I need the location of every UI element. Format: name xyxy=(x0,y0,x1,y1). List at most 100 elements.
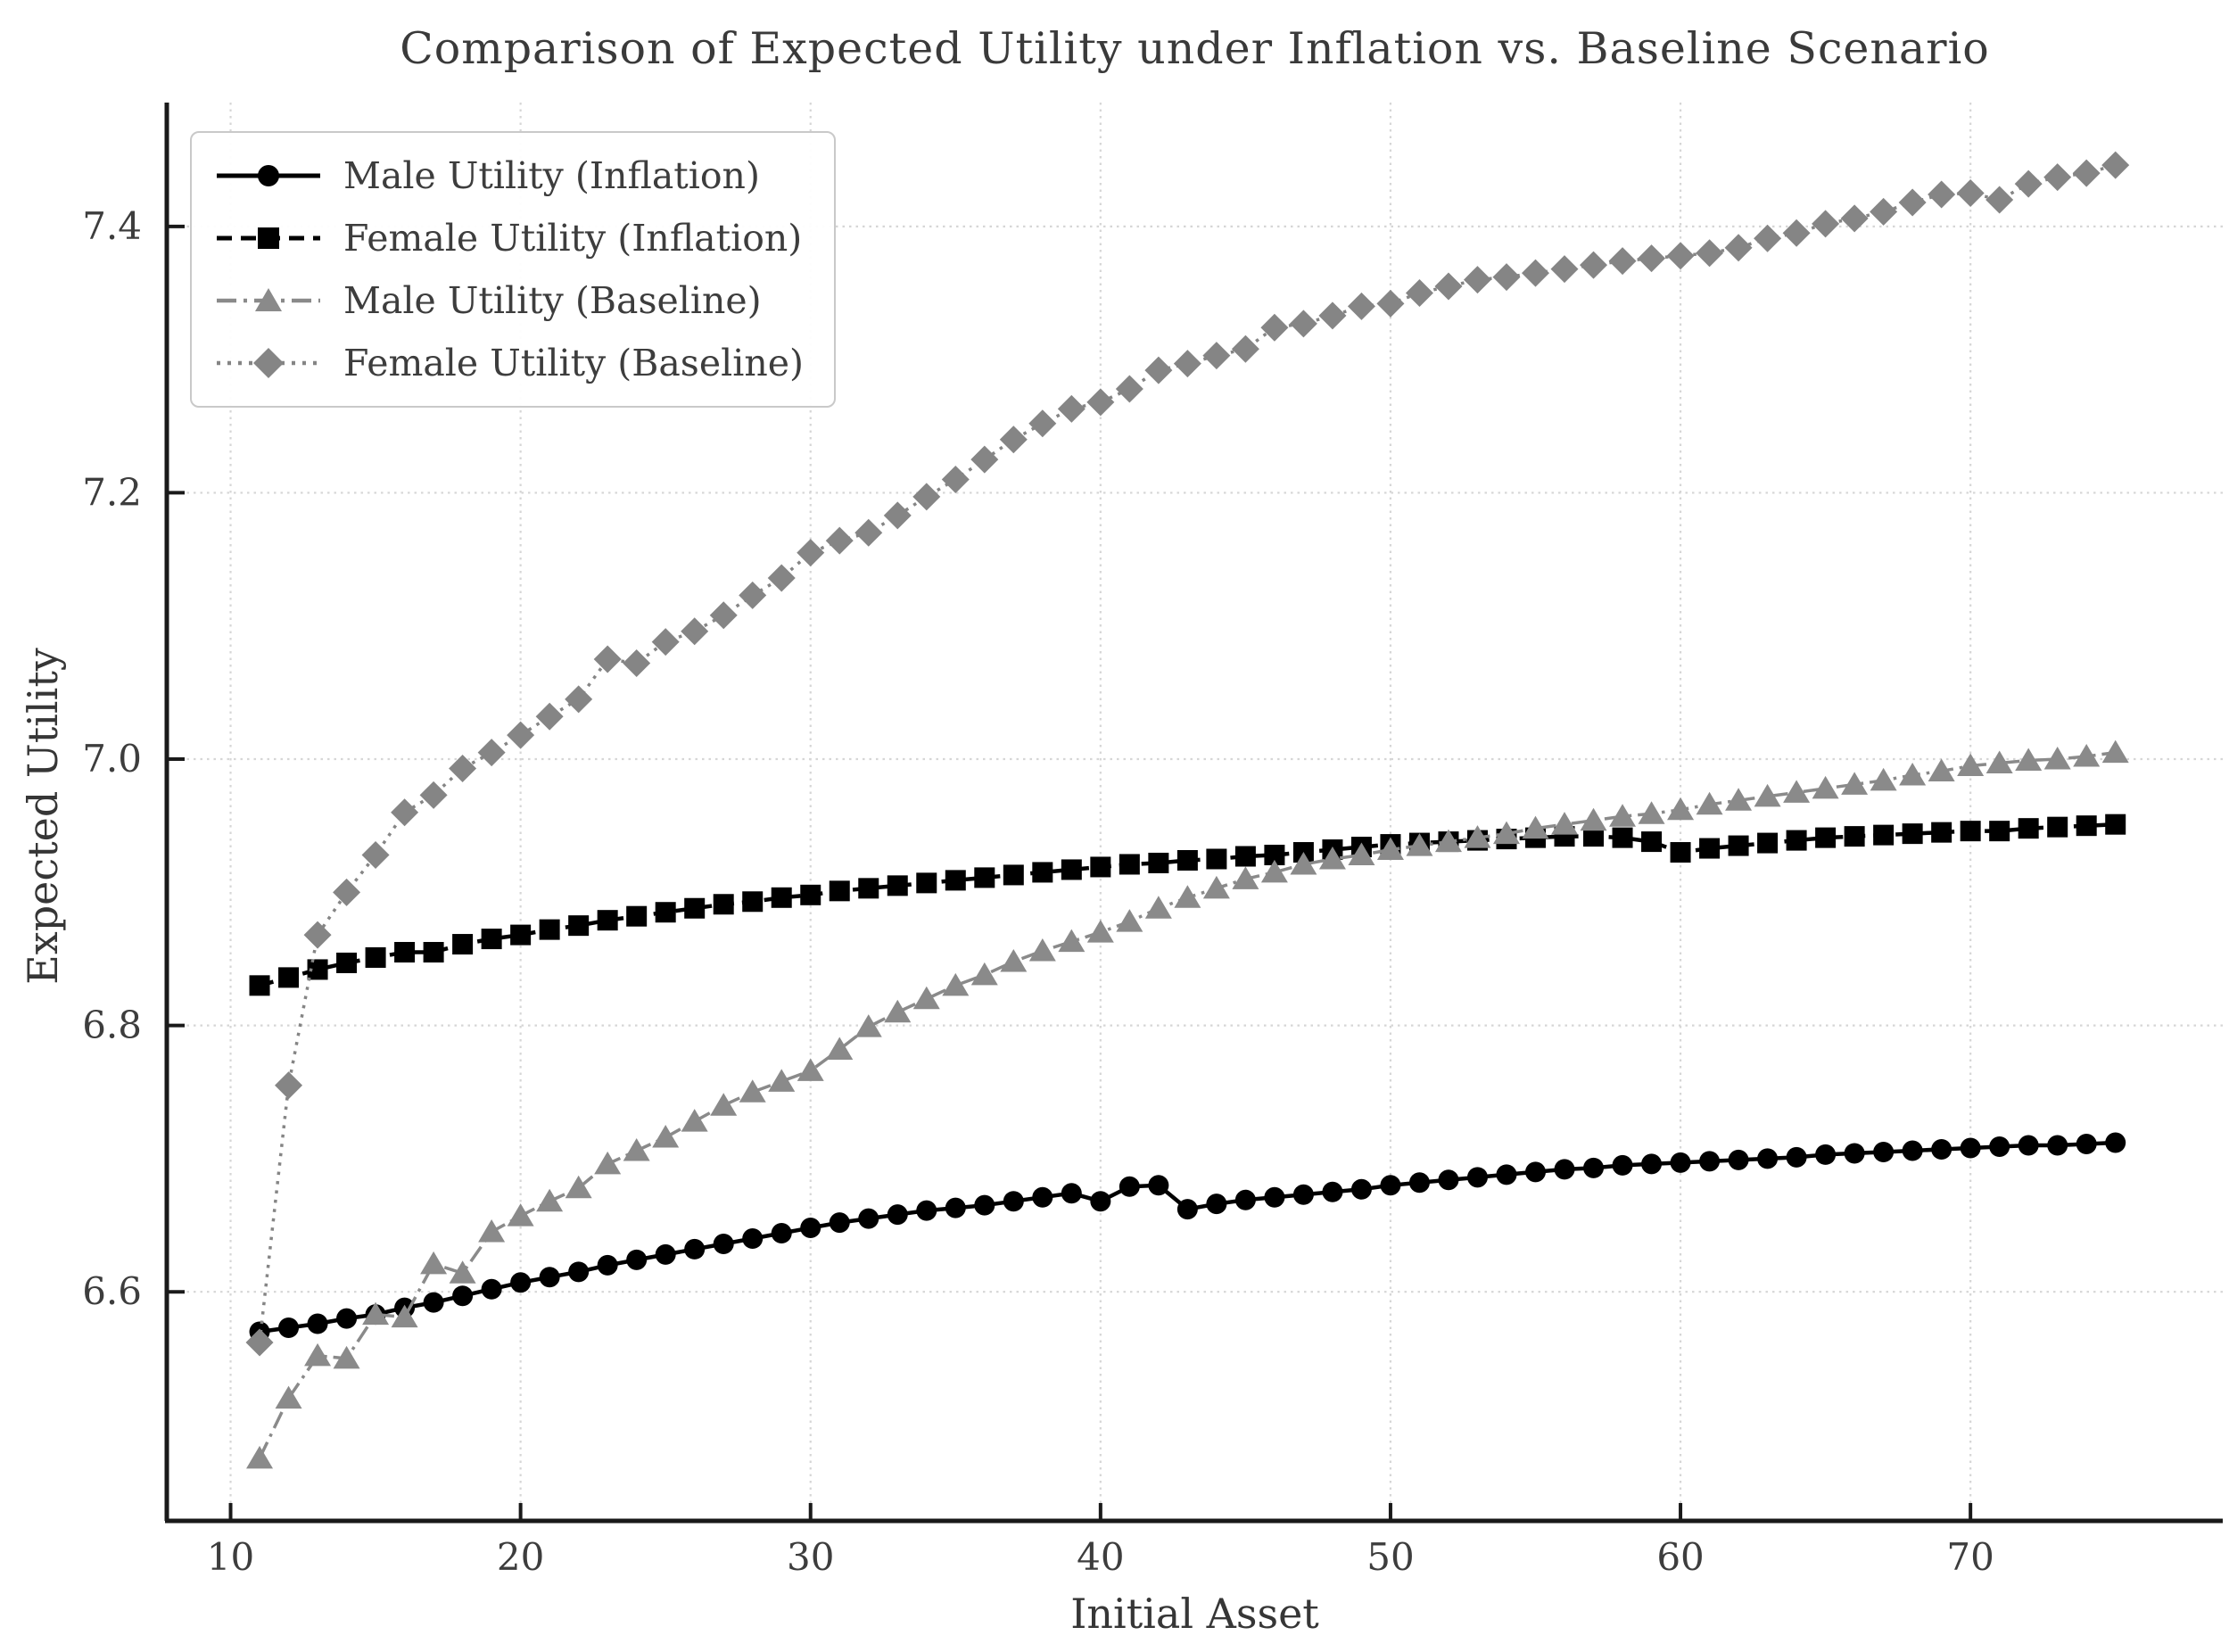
series-female-utility-baseline xyxy=(245,151,2130,1357)
triangle-marker-icon xyxy=(478,1219,506,1243)
square-marker-icon xyxy=(336,952,358,973)
triangle-marker-icon xyxy=(1783,780,1811,803)
circle-marker-icon xyxy=(1438,1169,1459,1191)
triangle-marker-icon xyxy=(912,986,940,1010)
triangle-marker-icon xyxy=(1492,821,1520,845)
diamond-marker-icon xyxy=(303,921,332,949)
square-marker-icon xyxy=(1148,852,1169,873)
diamond-marker-icon xyxy=(217,348,320,378)
circle-marker-icon xyxy=(568,1261,590,1283)
triangle-marker-icon xyxy=(217,288,320,311)
square-marker-icon xyxy=(742,891,764,913)
diamond-marker-icon xyxy=(245,1328,274,1357)
diamond-marker-icon xyxy=(1144,356,1173,384)
diamond-marker-icon xyxy=(1840,204,1869,233)
square-marker-icon xyxy=(365,946,386,968)
diamond-marker-icon xyxy=(1202,342,1231,370)
circle-marker-icon xyxy=(1496,1164,1517,1185)
circle-marker-icon xyxy=(1032,1186,1053,1208)
triangle-marker-icon xyxy=(1754,783,1781,807)
triangle-marker-icon xyxy=(1028,938,1056,962)
circle-marker-icon xyxy=(597,1254,618,1276)
circle-marker-icon xyxy=(1931,1138,1952,1160)
circle-marker-icon xyxy=(1003,1191,1024,1212)
diamond-marker-icon xyxy=(1666,242,1695,270)
circle-marker-icon xyxy=(1292,1184,1314,1205)
triangle-marker-icon xyxy=(275,1385,302,1409)
square-marker-icon xyxy=(829,880,850,902)
diamond-marker-icon xyxy=(739,581,767,609)
legend-item-label: Male Utility (Inflation) xyxy=(343,154,760,197)
circle-marker-icon xyxy=(1264,1186,1285,1208)
diamond-marker-icon xyxy=(1376,289,1405,318)
circle-marker-icon xyxy=(452,1285,474,1307)
diamond-marker-icon xyxy=(1434,272,1463,301)
circle-marker-icon xyxy=(2105,1132,2126,1153)
circle-marker-icon xyxy=(713,1233,734,1254)
square-marker-icon xyxy=(1670,842,1691,863)
triangle-marker-icon xyxy=(1464,825,1491,848)
diamond-marker-icon xyxy=(1173,350,1201,378)
square-marker-icon xyxy=(945,870,966,891)
x-tick-label: 10 xyxy=(207,1535,254,1579)
triangle-marker-icon xyxy=(1290,851,1317,875)
circle-marker-icon xyxy=(1612,1154,1633,1176)
circle-marker-icon xyxy=(2076,1133,2097,1154)
triangle-marker-icon xyxy=(826,1037,854,1060)
circle-marker-icon xyxy=(1728,1149,1749,1170)
square-marker-icon xyxy=(1844,826,1865,847)
circle-marker-icon xyxy=(1206,1194,1227,1215)
y-tick-label: 6.8 xyxy=(82,1004,142,1047)
triangle-marker-icon xyxy=(1376,837,1404,861)
diamond-marker-icon xyxy=(1870,197,1898,226)
legend-item-male-baseline: Male Utility (Baseline) xyxy=(215,274,804,327)
triangle-marker-icon xyxy=(2043,747,2071,770)
triangle-marker-icon xyxy=(246,1445,274,1469)
circle-marker-icon xyxy=(1844,1143,1865,1164)
y-axis-label: Expected Utility xyxy=(19,648,67,985)
triangle-marker-icon xyxy=(681,1109,708,1132)
diamond-marker-icon xyxy=(2101,151,2130,179)
square-marker-icon xyxy=(597,910,618,931)
circle-marker-icon xyxy=(2047,1135,2068,1156)
triangle-marker-icon xyxy=(1841,772,1869,795)
y-tick-label: 7.4 xyxy=(82,204,142,248)
circle-marker-icon xyxy=(1466,1167,1488,1188)
triangle-marker-icon xyxy=(2101,739,2129,764)
diamond-marker-icon xyxy=(477,739,506,767)
triangle-marker-icon xyxy=(1348,842,1375,866)
square-marker-icon xyxy=(1699,838,1721,859)
x-tick-label: 40 xyxy=(1077,1535,1124,1579)
diamond-marker-icon xyxy=(1550,255,1579,284)
square-marker-icon xyxy=(568,915,590,937)
triangle-marker-icon xyxy=(1725,788,1753,811)
circle-marker-icon xyxy=(887,1204,908,1226)
circle-marker-icon xyxy=(1148,1175,1169,1196)
circle-marker-icon xyxy=(1090,1191,1111,1212)
square-marker-icon xyxy=(1815,827,1837,848)
diamond-marker-icon xyxy=(1115,375,1143,403)
series-male-utility-baseline xyxy=(246,739,2129,1469)
square-marker-icon xyxy=(713,894,734,915)
triangle-marker-icon xyxy=(1232,866,1259,889)
circle-marker-icon xyxy=(510,1272,532,1293)
triangle-marker-icon xyxy=(797,1058,824,1081)
circle-marker-icon xyxy=(278,1317,300,1339)
triangle-marker-icon xyxy=(536,1188,564,1212)
triangle-marker-icon xyxy=(1696,791,1723,815)
square-marker-icon xyxy=(1176,849,1198,871)
circle-marker-icon xyxy=(655,1243,676,1265)
circle-marker-icon xyxy=(974,1194,995,1216)
triangle-marker-icon xyxy=(1609,804,1637,827)
circle-marker-icon xyxy=(481,1278,502,1300)
circle-marker-icon xyxy=(1408,1172,1430,1194)
circle-marker-icon xyxy=(539,1267,560,1288)
legend-item-label: Male Utility (Baseline) xyxy=(343,279,762,322)
series-male-utility-inflation xyxy=(249,1132,2126,1342)
square-marker-icon xyxy=(1873,824,1895,846)
diamond-marker-icon xyxy=(797,539,825,567)
square-marker-icon xyxy=(887,875,908,896)
triangle-marker-icon xyxy=(854,1014,882,1037)
diamond-marker-icon xyxy=(1898,188,1927,217)
